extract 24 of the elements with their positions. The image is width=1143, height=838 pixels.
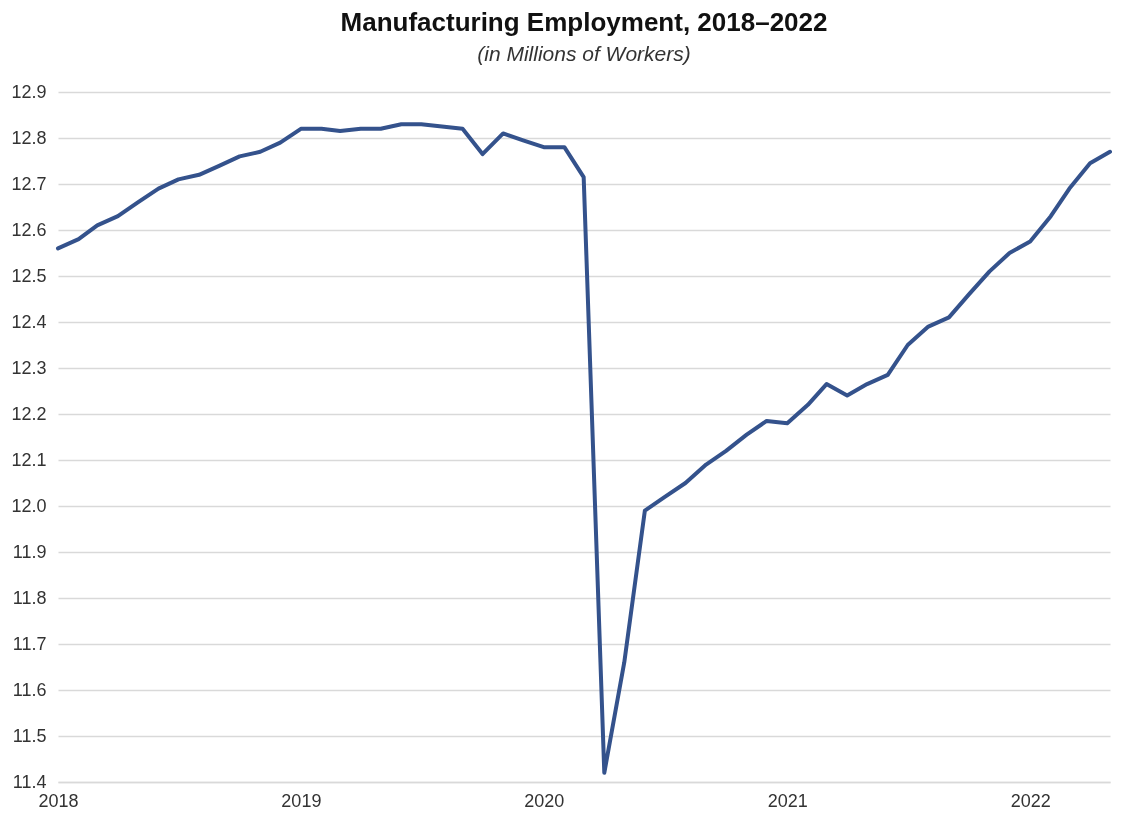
y-tick-label: 11.8 xyxy=(12,587,47,608)
y-tick-label: 11.6 xyxy=(12,679,47,700)
x-tick-label: 2019 xyxy=(281,790,322,811)
y-tick-label: 11.7 xyxy=(12,633,47,654)
y-tick-label: 11.5 xyxy=(12,725,47,746)
y-tick-label: 12.9 xyxy=(11,81,47,102)
x-tick-label: 2021 xyxy=(767,790,808,811)
y-tick-label: 12.1 xyxy=(11,449,47,470)
y-tick-label: 12.3 xyxy=(11,357,47,378)
x-tick-label: 2018 xyxy=(38,790,79,811)
chart-title: Manufacturing Employment, 2018–2022 xyxy=(340,7,828,37)
x-tick-label: 2022 xyxy=(1010,790,1051,811)
y-tick-label: 12.7 xyxy=(11,173,47,194)
y-tick-label: 12.4 xyxy=(11,311,47,332)
y-tick-label: 12.2 xyxy=(11,403,47,424)
y-tick-label: 12.6 xyxy=(11,219,47,240)
line-series xyxy=(56,122,1112,775)
x-tick-label: 2020 xyxy=(524,790,565,811)
y-tick-label: 11.4 xyxy=(12,771,47,792)
chart-subtitle: (in Millions of Workers) xyxy=(477,42,691,65)
y-tick-label: 11.9 xyxy=(12,541,47,562)
y-tick-label: 12.5 xyxy=(11,265,47,286)
y-tick-label: 12.8 xyxy=(11,127,47,148)
y-tick-label: 12.0 xyxy=(11,495,47,516)
